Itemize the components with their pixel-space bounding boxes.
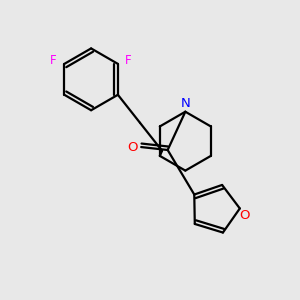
Text: N: N xyxy=(181,97,190,110)
Text: O: O xyxy=(239,209,250,222)
Text: F: F xyxy=(50,54,57,68)
Text: O: O xyxy=(127,141,138,154)
Text: F: F xyxy=(125,54,132,68)
